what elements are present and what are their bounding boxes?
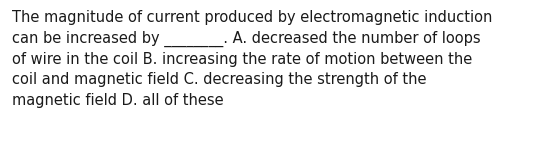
Text: The magnitude of current produced by electromagnetic induction
can be increased : The magnitude of current produced by ele… xyxy=(12,10,492,108)
